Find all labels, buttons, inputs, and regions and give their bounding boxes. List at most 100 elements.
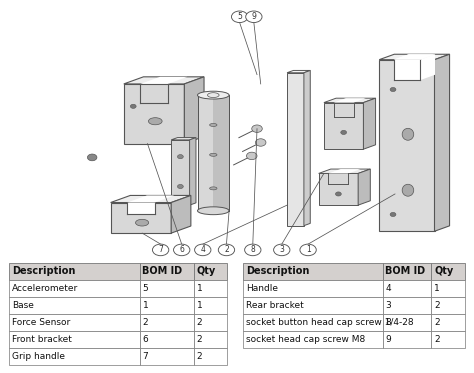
Ellipse shape bbox=[210, 153, 217, 156]
Polygon shape bbox=[140, 77, 187, 84]
Polygon shape bbox=[124, 84, 184, 144]
Text: Force Sensor: Force Sensor bbox=[12, 318, 71, 327]
FancyBboxPatch shape bbox=[431, 263, 465, 280]
Polygon shape bbox=[394, 54, 435, 60]
Text: 7: 7 bbox=[143, 352, 148, 361]
Text: 6: 6 bbox=[143, 335, 148, 344]
Polygon shape bbox=[190, 138, 196, 205]
Ellipse shape bbox=[402, 128, 414, 140]
FancyBboxPatch shape bbox=[9, 263, 140, 280]
FancyBboxPatch shape bbox=[194, 348, 227, 365]
Polygon shape bbox=[358, 169, 370, 205]
Text: 2: 2 bbox=[197, 318, 202, 327]
Text: 1: 1 bbox=[197, 283, 202, 293]
Text: 3: 3 bbox=[385, 301, 391, 310]
FancyBboxPatch shape bbox=[243, 280, 383, 297]
FancyBboxPatch shape bbox=[194, 263, 227, 280]
FancyBboxPatch shape bbox=[383, 314, 431, 331]
Text: 2: 2 bbox=[197, 352, 202, 361]
FancyBboxPatch shape bbox=[140, 263, 194, 280]
Text: 1: 1 bbox=[197, 301, 202, 310]
Circle shape bbox=[219, 244, 235, 256]
Polygon shape bbox=[213, 95, 229, 211]
Polygon shape bbox=[124, 77, 204, 84]
Text: 9: 9 bbox=[385, 335, 391, 344]
Polygon shape bbox=[171, 140, 190, 205]
Polygon shape bbox=[394, 54, 435, 60]
Text: 5: 5 bbox=[237, 12, 242, 21]
Circle shape bbox=[173, 244, 190, 256]
FancyBboxPatch shape bbox=[9, 280, 140, 297]
Circle shape bbox=[255, 139, 266, 146]
Text: Front bracket: Front bracket bbox=[12, 335, 72, 344]
Text: 8: 8 bbox=[250, 245, 255, 254]
Text: 7: 7 bbox=[158, 245, 163, 254]
Text: BOM ID: BOM ID bbox=[385, 266, 426, 276]
FancyBboxPatch shape bbox=[431, 314, 465, 331]
Text: Description: Description bbox=[12, 266, 75, 276]
Ellipse shape bbox=[402, 184, 414, 196]
Circle shape bbox=[177, 184, 183, 189]
FancyBboxPatch shape bbox=[383, 297, 431, 314]
Text: socket head cap screw M8: socket head cap screw M8 bbox=[246, 335, 365, 344]
Ellipse shape bbox=[136, 219, 149, 226]
FancyBboxPatch shape bbox=[194, 331, 227, 348]
Polygon shape bbox=[127, 195, 174, 203]
FancyBboxPatch shape bbox=[140, 280, 194, 297]
FancyBboxPatch shape bbox=[431, 280, 465, 297]
Polygon shape bbox=[287, 70, 310, 73]
Circle shape bbox=[130, 104, 136, 108]
Circle shape bbox=[273, 244, 290, 256]
Text: 1: 1 bbox=[143, 301, 148, 310]
FancyBboxPatch shape bbox=[431, 331, 465, 348]
Polygon shape bbox=[319, 169, 370, 173]
Ellipse shape bbox=[208, 93, 219, 98]
FancyBboxPatch shape bbox=[243, 331, 383, 348]
Polygon shape bbox=[328, 169, 361, 173]
Ellipse shape bbox=[148, 117, 162, 125]
Circle shape bbox=[246, 11, 262, 22]
Polygon shape bbox=[127, 203, 155, 214]
Polygon shape bbox=[435, 54, 449, 231]
Text: 2: 2 bbox=[434, 318, 440, 327]
Polygon shape bbox=[198, 95, 229, 211]
FancyBboxPatch shape bbox=[9, 331, 140, 348]
Circle shape bbox=[246, 152, 257, 160]
Ellipse shape bbox=[210, 187, 217, 190]
Text: 2: 2 bbox=[197, 335, 202, 344]
Text: Base: Base bbox=[12, 301, 34, 310]
Text: 9: 9 bbox=[251, 12, 256, 21]
Polygon shape bbox=[319, 173, 358, 205]
Circle shape bbox=[177, 154, 183, 159]
Text: 5: 5 bbox=[143, 283, 148, 293]
Text: 4: 4 bbox=[201, 245, 205, 254]
Text: Qty: Qty bbox=[197, 266, 216, 276]
Circle shape bbox=[390, 212, 396, 216]
Ellipse shape bbox=[210, 123, 217, 126]
Polygon shape bbox=[334, 98, 366, 103]
Text: 1: 1 bbox=[434, 283, 440, 293]
Text: BOM ID: BOM ID bbox=[143, 266, 182, 276]
Text: 2: 2 bbox=[224, 245, 229, 254]
Polygon shape bbox=[171, 195, 191, 233]
Polygon shape bbox=[324, 98, 375, 103]
FancyBboxPatch shape bbox=[9, 348, 140, 365]
Text: Description: Description bbox=[246, 266, 309, 276]
Ellipse shape bbox=[198, 207, 229, 215]
Circle shape bbox=[300, 244, 316, 256]
Polygon shape bbox=[171, 138, 196, 140]
Polygon shape bbox=[110, 195, 191, 203]
FancyBboxPatch shape bbox=[243, 314, 383, 331]
Circle shape bbox=[231, 11, 248, 22]
Text: 2: 2 bbox=[143, 318, 148, 327]
Circle shape bbox=[87, 154, 97, 161]
Text: Grip handle: Grip handle bbox=[12, 352, 65, 361]
FancyBboxPatch shape bbox=[243, 297, 383, 314]
FancyBboxPatch shape bbox=[383, 331, 431, 348]
Text: 8: 8 bbox=[385, 318, 391, 327]
Text: Rear bracket: Rear bracket bbox=[246, 301, 303, 310]
Text: 3: 3 bbox=[279, 245, 284, 254]
Text: socket button head cap screw 1/4-28: socket button head cap screw 1/4-28 bbox=[246, 318, 413, 327]
Polygon shape bbox=[304, 70, 310, 226]
FancyBboxPatch shape bbox=[9, 314, 140, 331]
